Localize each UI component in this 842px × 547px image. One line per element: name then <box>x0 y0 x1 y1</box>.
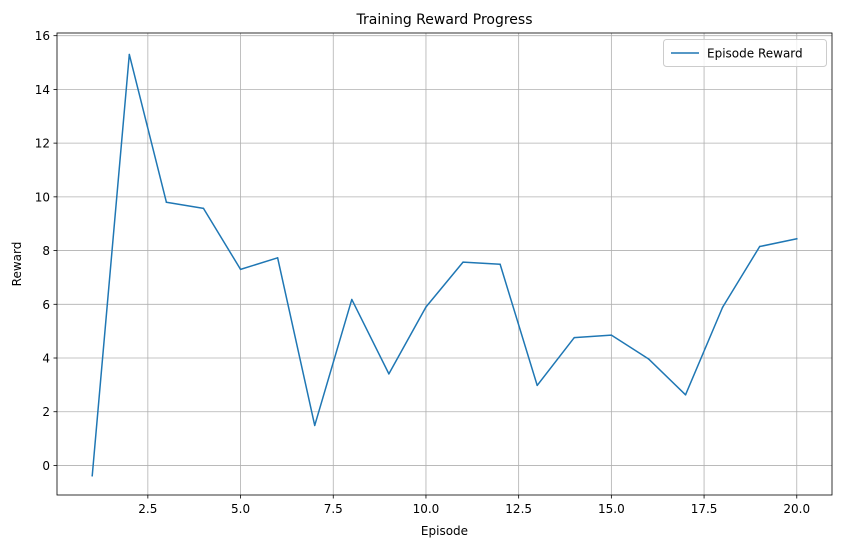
data-point <box>202 207 205 210</box>
y-tick-label: 16 <box>35 29 50 43</box>
data-point <box>313 424 316 427</box>
y-tick-label: 6 <box>42 298 50 312</box>
data-point <box>388 373 390 375</box>
data-point <box>165 201 168 203</box>
data-point <box>573 336 576 339</box>
y-tick-label: 12 <box>35 137 50 151</box>
x-tick-label: 2.5 <box>138 502 157 516</box>
data-point <box>610 334 613 336</box>
legend: Episode Reward <box>663 39 827 67</box>
grid-lines <box>57 33 832 495</box>
data-point <box>647 358 650 360</box>
plot-area-frame <box>56 32 833 496</box>
x-tick-label: 5.0 <box>231 502 250 516</box>
data-point <box>499 263 501 266</box>
data-point <box>425 306 427 308</box>
x-tick-label: 20.0 <box>783 502 810 516</box>
y-tick-label: 10 <box>35 190 50 204</box>
x-tick-label: 17.5 <box>691 502 718 516</box>
y-axis: 0 2 4 6 8 10 12 14 16 <box>35 29 57 473</box>
x-axis: 2.5 5.0 7.5 10.0 12.5 15.0 17.5 20.0 <box>138 495 810 516</box>
data-point <box>239 268 242 271</box>
legend-label: Episode Reward <box>707 47 803 61</box>
y-axis-title: Reward <box>10 242 24 287</box>
y-tick-label: 4 <box>42 352 50 366</box>
series-line-episode-reward <box>91 53 798 477</box>
chart-title: Training Reward Progress <box>355 12 532 28</box>
data-point <box>721 306 724 308</box>
data-point <box>684 394 687 396</box>
data-point <box>91 474 93 477</box>
data-point <box>758 245 761 248</box>
legend-box <box>663 39 827 67</box>
data-point <box>351 298 353 301</box>
y-tick-label: 8 <box>42 244 50 258</box>
y-tick-label: 0 <box>42 459 50 473</box>
x-axis-title: Episode <box>421 524 468 538</box>
data-point <box>276 257 279 259</box>
data-point <box>796 238 798 240</box>
data-point <box>128 53 131 56</box>
y-tick-label: 14 <box>35 83 50 97</box>
x-tick-label: 7.5 <box>324 502 343 516</box>
series-layer <box>91 53 798 477</box>
data-point <box>462 261 464 263</box>
x-tick-label: 10.0 <box>413 502 440 516</box>
x-tick-label: 15.0 <box>598 502 625 516</box>
data-point <box>536 384 538 387</box>
x-tick-label: 12.5 <box>505 502 532 516</box>
y-tick-label: 2 <box>42 405 50 419</box>
